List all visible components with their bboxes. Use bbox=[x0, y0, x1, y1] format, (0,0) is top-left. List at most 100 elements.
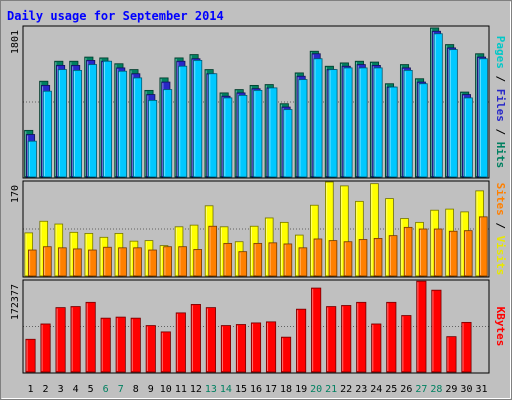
bar-pages-day-29 bbox=[448, 49, 458, 178]
bar-sites-day-23 bbox=[358, 239, 368, 277]
bar-kbytes-day-29 bbox=[446, 336, 457, 373]
x-axis-labels: 1 2 3 4 5 6 7 8 9 10 11 12 13 14 15 16 17 18 19 20 21 22 23 24 2… bbox=[28, 384, 488, 395]
x-tick-label-12: 12 bbox=[190, 384, 202, 395]
bar-pages-day-15 bbox=[238, 94, 248, 178]
x-tick-label-21: 21 bbox=[325, 384, 337, 395]
panel-bottom-legend-part-0: KBytes bbox=[494, 307, 507, 347]
panel-top-axis-legend: Pages / Files / Hits bbox=[494, 36, 507, 169]
bar-sites-day-31 bbox=[478, 216, 488, 277]
x-tick-label-1: 1 bbox=[28, 384, 34, 395]
x-tick-label-22: 22 bbox=[340, 384, 352, 395]
chart-panels: 1801 Pages / Files / Hits 170 Sites / Visit… bbox=[10, 25, 507, 374]
bar-sites-day-28 bbox=[433, 228, 443, 277]
bar-sites-day-24 bbox=[373, 237, 383, 277]
panel-middle-legend-part-2: Visits bbox=[494, 236, 507, 276]
bar-sites-day-2 bbox=[43, 246, 52, 277]
series-kbytes bbox=[25, 280, 472, 373]
panel-top-legend-part-1: / bbox=[494, 69, 507, 89]
bar-sites-day-11 bbox=[178, 246, 187, 277]
bar-pages-day-1 bbox=[27, 140, 37, 178]
bar-kbytes-day-3 bbox=[55, 307, 66, 373]
x-tick-label-5: 5 bbox=[88, 384, 94, 395]
panel-middle-legend-part-0: Sites bbox=[494, 183, 507, 216]
x-tick-label-16: 16 bbox=[250, 384, 262, 395]
panel-bottom: 172377 KBytes bbox=[10, 279, 507, 374]
x-tick-label-23: 23 bbox=[355, 384, 367, 395]
bar-sites-day-9 bbox=[148, 249, 157, 277]
x-tick-label-7: 7 bbox=[118, 384, 124, 395]
panel-top-legend-part-2: Files bbox=[494, 89, 507, 122]
bar-pages-day-31 bbox=[478, 58, 488, 178]
panel-top-max-label: 1801 bbox=[10, 30, 21, 54]
bar-pages-day-10 bbox=[163, 89, 173, 178]
bar-pages-day-23 bbox=[358, 67, 368, 178]
bar-sites-day-17 bbox=[268, 242, 278, 277]
bar-pages-day-7 bbox=[117, 70, 128, 178]
x-tick-label-28: 28 bbox=[430, 384, 442, 395]
series-pages bbox=[27, 33, 488, 178]
bar-pages-day-2 bbox=[42, 90, 52, 178]
bar-sites-day-14 bbox=[223, 242, 233, 277]
bar-kbytes-day-21 bbox=[326, 306, 337, 373]
bar-kbytes-day-16 bbox=[250, 322, 262, 373]
bar-kbytes-day-7 bbox=[115, 316, 126, 373]
bar-sites-day-19 bbox=[298, 247, 308, 277]
bar-pages-day-26 bbox=[403, 69, 413, 178]
bar-pages-day-18 bbox=[283, 109, 293, 178]
bar-kbytes-day-14 bbox=[220, 325, 231, 373]
bar-kbytes-day-25 bbox=[386, 301, 397, 373]
bar-sites-day-18 bbox=[283, 243, 293, 277]
bar-kbytes-day-10 bbox=[160, 331, 171, 373]
x-tick-label-13: 13 bbox=[205, 384, 217, 395]
x-tick-label-9: 9 bbox=[148, 384, 154, 395]
bar-sites-day-15 bbox=[238, 251, 248, 277]
bar-pages-day-13 bbox=[208, 73, 218, 178]
panel-top: 1801 Pages / Files / Hits bbox=[10, 25, 507, 179]
bar-pages-day-27 bbox=[418, 83, 428, 178]
bar-pages-day-20 bbox=[313, 58, 323, 178]
x-tick-label-29: 29 bbox=[445, 384, 457, 395]
bar-pages-day-12 bbox=[193, 59, 203, 178]
bar-sites-day-6 bbox=[103, 246, 112, 277]
bar-pages-day-6 bbox=[102, 60, 113, 178]
bar-sites-day-22 bbox=[343, 241, 353, 277]
bar-kbytes-day-19 bbox=[296, 308, 307, 373]
x-tick-label-20: 20 bbox=[310, 384, 322, 395]
bar-kbytes-day-23 bbox=[356, 301, 367, 373]
panel-middle: 170 Sites / Visits bbox=[10, 180, 507, 278]
x-tick-label-10: 10 bbox=[160, 384, 172, 395]
bar-kbytes-day-24 bbox=[371, 323, 382, 373]
bar-pages-day-28 bbox=[433, 33, 443, 178]
bar-pages-day-3 bbox=[57, 69, 67, 178]
bar-kbytes-day-1 bbox=[25, 338, 36, 373]
bar-kbytes-day-17 bbox=[265, 321, 277, 373]
x-tick-label-17: 17 bbox=[265, 384, 277, 395]
panel-middle-max-label: 170 bbox=[10, 185, 21, 203]
x-tick-label-24: 24 bbox=[370, 384, 382, 395]
x-tick-label-14: 14 bbox=[220, 384, 232, 395]
x-tick-label-3: 3 bbox=[58, 384, 64, 395]
bar-sites-day-16 bbox=[253, 242, 263, 277]
bar-kbytes-day-22 bbox=[341, 305, 352, 373]
panel-top-legend-part-3: / bbox=[494, 122, 507, 142]
x-tick-label-27: 27 bbox=[415, 384, 427, 395]
x-tick-label-8: 8 bbox=[133, 384, 139, 395]
bar-pages-day-22 bbox=[343, 67, 353, 178]
bar-kbytes-day-2 bbox=[40, 323, 51, 373]
bar-pages-day-4 bbox=[72, 69, 82, 178]
bar-kbytes-day-13 bbox=[205, 307, 216, 373]
panel-middle-axis-legend: Sites / Visits bbox=[494, 183, 507, 276]
bar-kbytes-day-8 bbox=[130, 317, 141, 373]
bar-pages-day-25 bbox=[388, 86, 398, 178]
bar-kbytes-day-5 bbox=[85, 301, 96, 373]
bar-sites-day-30 bbox=[463, 230, 473, 277]
bar-sites-day-5 bbox=[88, 249, 97, 277]
x-tick-label-31: 31 bbox=[475, 384, 487, 395]
bar-sites-day-8 bbox=[133, 247, 142, 277]
bar-pages-day-9 bbox=[148, 99, 158, 178]
x-tick-label-11: 11 bbox=[175, 384, 187, 395]
bar-kbytes-day-9 bbox=[145, 325, 156, 373]
bar-sites-day-21 bbox=[328, 240, 338, 277]
bar-sites-day-27 bbox=[418, 228, 428, 277]
bar-kbytes-day-26 bbox=[401, 315, 412, 373]
